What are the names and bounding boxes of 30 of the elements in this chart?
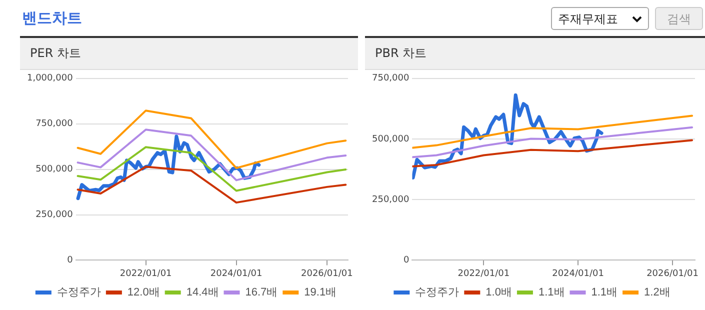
y-tick-label: 750,000 bbox=[36, 119, 74, 130]
y-tick-label: 250,000 bbox=[372, 194, 410, 205]
text: 밴드차트 bbox=[22, 9, 82, 28]
y-tick-label: 0 bbox=[403, 256, 410, 266]
y-tick-label: 1,000,000 bbox=[26, 74, 74, 84]
x-tick-label: 2022/01/01 bbox=[120, 268, 172, 279]
legend-label: 1.1배 bbox=[538, 286, 565, 299]
button: 검색 bbox=[655, 7, 703, 30]
chart-title: PER 차트 bbox=[20, 38, 358, 70]
y-tick-label: 0 bbox=[67, 256, 74, 266]
chart-title: PBR 차트 bbox=[365, 38, 705, 70]
legend-label: 16.7배 bbox=[245, 286, 278, 299]
y-tick-label: 500,000 bbox=[36, 164, 74, 175]
x-tick-label: 2024/01/01 bbox=[210, 268, 262, 279]
x-tick-label: 2024/01/01 bbox=[552, 268, 604, 279]
legend-label: 1.2배 bbox=[644, 286, 670, 299]
legend-label: 1.0배 bbox=[486, 286, 512, 299]
legend-label: 수정주가 bbox=[56, 286, 101, 299]
legend-label: 수정주가 bbox=[415, 286, 460, 299]
dropdown: 주재무제표 bbox=[551, 7, 649, 30]
legend-label: 14.4배 bbox=[186, 286, 219, 299]
legend-label: 12.0배 bbox=[127, 286, 160, 299]
x-tick-label: 2026/01/01 bbox=[646, 268, 698, 279]
legend-label: 1.1배 bbox=[591, 286, 618, 299]
x-tick-label: 2026/01/01 bbox=[300, 268, 353, 279]
x-tick-label: 2022/01/01 bbox=[458, 268, 510, 279]
y-tick-label: 250,000 bbox=[36, 210, 74, 220]
y-tick-label: 750,000 bbox=[372, 74, 410, 84]
legend-label: 19.1배 bbox=[304, 286, 337, 299]
y-tick-label: 500,000 bbox=[372, 134, 410, 144]
